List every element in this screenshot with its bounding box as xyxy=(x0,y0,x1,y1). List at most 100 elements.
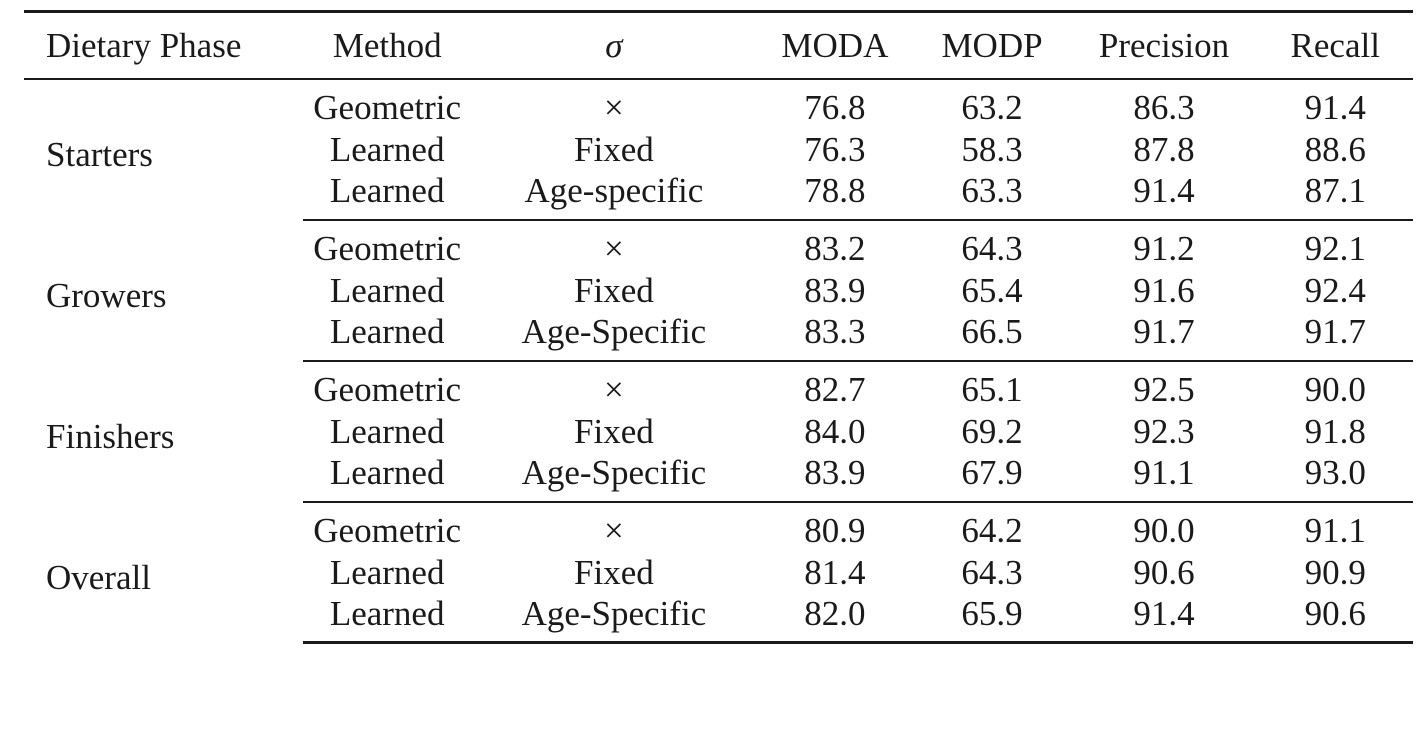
cell-moda: 76.3 xyxy=(804,129,866,169)
cell-sigma: Age-Specific xyxy=(471,313,757,362)
cell-precision: 91.2 xyxy=(1133,229,1195,268)
cell-recall: 88.6 xyxy=(1304,129,1366,169)
cell-recall: 91.1 xyxy=(1304,511,1366,550)
cell-method: Learned xyxy=(302,172,472,221)
cell-recall: 90.6 xyxy=(1257,595,1413,644)
cell-modp: 66.5 xyxy=(913,313,1071,362)
cell-modp: 65.4 xyxy=(961,270,1023,310)
header-modp: MODP xyxy=(913,10,1071,80)
cell-method: Learned xyxy=(302,595,472,644)
cell-precision: 91.6 xyxy=(1133,270,1195,310)
phase-label: Starters xyxy=(46,135,153,174)
table-row: Learned Fixed 83.9 65.4 91.6 92.4 xyxy=(24,267,1413,314)
cell-precision: 91.4 xyxy=(1070,595,1258,644)
table-row: Learned Fixed 84.0 69.2 92.3 91.8 xyxy=(24,408,1413,455)
table-row: Starters Geometric × 76.8 63.2 86.3 91.4 xyxy=(24,79,1413,172)
phase-label: Overall xyxy=(46,557,151,597)
cell-sigma: × xyxy=(604,229,624,268)
cell-precision: 90.0 xyxy=(1133,511,1195,550)
cell-sigma: Fixed xyxy=(574,411,654,451)
cell-moda: 82.7 xyxy=(804,370,866,409)
cell-sigma: × xyxy=(604,511,624,550)
cell-modp: 64.3 xyxy=(961,552,1023,592)
cell-method: Learned xyxy=(329,552,445,592)
cell-modp: 65.1 xyxy=(961,370,1023,409)
cell-sigma: Age-specific xyxy=(471,172,757,221)
cell-modp: 63.3 xyxy=(913,172,1071,221)
cell-moda: 83.3 xyxy=(756,313,914,362)
cell-recall: 91.8 xyxy=(1304,411,1366,451)
cell-method: Learned xyxy=(329,411,445,451)
cell-moda: 76.8 xyxy=(804,88,866,127)
cell-moda: 82.0 xyxy=(756,595,914,644)
header-dietary-phase: Dietary Phase xyxy=(24,10,303,80)
cell-modp: 67.9 xyxy=(913,454,1071,503)
group-finishers: Finishers Geometric × 82.7 65.1 92.5 90.… xyxy=(24,361,1413,503)
header-method: Method xyxy=(302,10,472,80)
cell-moda: 83.9 xyxy=(756,454,914,503)
cell-moda: 81.4 xyxy=(804,552,866,592)
table-header: Dietary Phase Method σ MODA MODP Precisi… xyxy=(24,10,1413,80)
cell-moda: 83.2 xyxy=(804,229,866,268)
cell-recall: 91.4 xyxy=(1304,88,1366,127)
cell-recall: 92.1 xyxy=(1304,229,1366,268)
cell-modp: 63.2 xyxy=(961,88,1023,127)
cell-modp: 69.2 xyxy=(961,411,1023,451)
header-moda: MODA xyxy=(756,10,914,80)
phase-label: Growers xyxy=(46,275,167,315)
cell-precision: 91.7 xyxy=(1070,313,1258,362)
cell-precision: 92.3 xyxy=(1133,411,1195,451)
cell-moda: 80.9 xyxy=(804,511,866,550)
cell-method: Learned xyxy=(329,270,445,310)
header-row: Dietary Phase Method σ MODA MODP Precisi… xyxy=(24,10,1413,80)
cell-method: Learned xyxy=(302,454,472,503)
cell-moda: 84.0 xyxy=(804,411,866,451)
group-growers: Growers Geometric × 83.2 64.3 91.2 92.1 … xyxy=(24,220,1413,362)
header-recall: Recall xyxy=(1257,10,1413,80)
cell-precision: 91.1 xyxy=(1070,454,1258,503)
cell-modp: 65.9 xyxy=(913,595,1071,644)
cell-method: Geometric xyxy=(313,370,461,409)
table-row: Finishers Geometric × 82.7 65.1 92.5 90.… xyxy=(24,361,1413,454)
header-precision: Precision xyxy=(1070,10,1258,80)
cell-method: Geometric xyxy=(313,88,461,127)
cell-recall: 91.7 xyxy=(1257,313,1413,362)
phase-label: Finishers xyxy=(46,416,175,456)
sigma-symbol: σ xyxy=(605,25,623,65)
cell-moda: 83.9 xyxy=(804,270,866,310)
cell-sigma: Fixed xyxy=(574,129,654,169)
cell-recall: 93.0 xyxy=(1257,454,1413,503)
results-table: Dietary Phase Method σ MODA MODP Precisi… xyxy=(24,10,1413,644)
cell-modp: 64.2 xyxy=(961,511,1023,550)
cell-sigma: × xyxy=(604,370,624,409)
cell-sigma: Age-Specific xyxy=(471,454,757,503)
table-row: Learned Fixed 76.3 58.3 87.8 88.6 xyxy=(24,126,1413,173)
cell-recall: 90.0 xyxy=(1304,370,1366,409)
cell-modp: 58.3 xyxy=(961,129,1023,169)
cell-precision: 86.3 xyxy=(1133,88,1195,127)
table-row: Learned Fixed 81.4 64.3 90.6 90.9 xyxy=(24,549,1413,596)
cell-precision: 90.6 xyxy=(1133,552,1195,592)
table-row: Learned Age-Specific 83.9 67.9 91.1 93.0 xyxy=(24,454,1413,503)
table-row: Learned Age-specific 78.8 63.3 91.4 87.1 xyxy=(24,172,1413,221)
group-overall: Overall Geometric × 80.9 64.2 90.0 91.1 … xyxy=(24,502,1413,644)
table-row: Growers Geometric × 83.2 64.3 91.2 92.1 xyxy=(24,220,1413,313)
table-row: Overall Geometric × 80.9 64.2 90.0 91.1 xyxy=(24,502,1413,595)
table-row: Learned Age-Specific 82.0 65.9 91.4 90.6 xyxy=(24,595,1413,644)
cell-precision: 92.5 xyxy=(1133,370,1195,409)
cell-precision: 87.8 xyxy=(1133,129,1195,169)
cell-modp: 64.3 xyxy=(961,229,1023,268)
cell-sigma: Age-Specific xyxy=(471,595,757,644)
cell-sigma: × xyxy=(604,88,624,127)
cell-method: Learned xyxy=(302,313,472,362)
cell-sigma: Fixed xyxy=(574,552,654,592)
cell-recall: 90.9 xyxy=(1304,552,1366,592)
group-starters: Starters Geometric × 76.8 63.2 86.3 91.4… xyxy=(24,79,1413,221)
cell-method: Geometric xyxy=(313,229,461,268)
cell-precision: 91.4 xyxy=(1070,172,1258,221)
cell-moda: 78.8 xyxy=(756,172,914,221)
cell-recall: 87.1 xyxy=(1257,172,1413,221)
cell-method: Geometric xyxy=(313,511,461,550)
table-row: Learned Age-Specific 83.3 66.5 91.7 91.7 xyxy=(24,313,1413,362)
cell-recall: 92.4 xyxy=(1304,270,1366,310)
